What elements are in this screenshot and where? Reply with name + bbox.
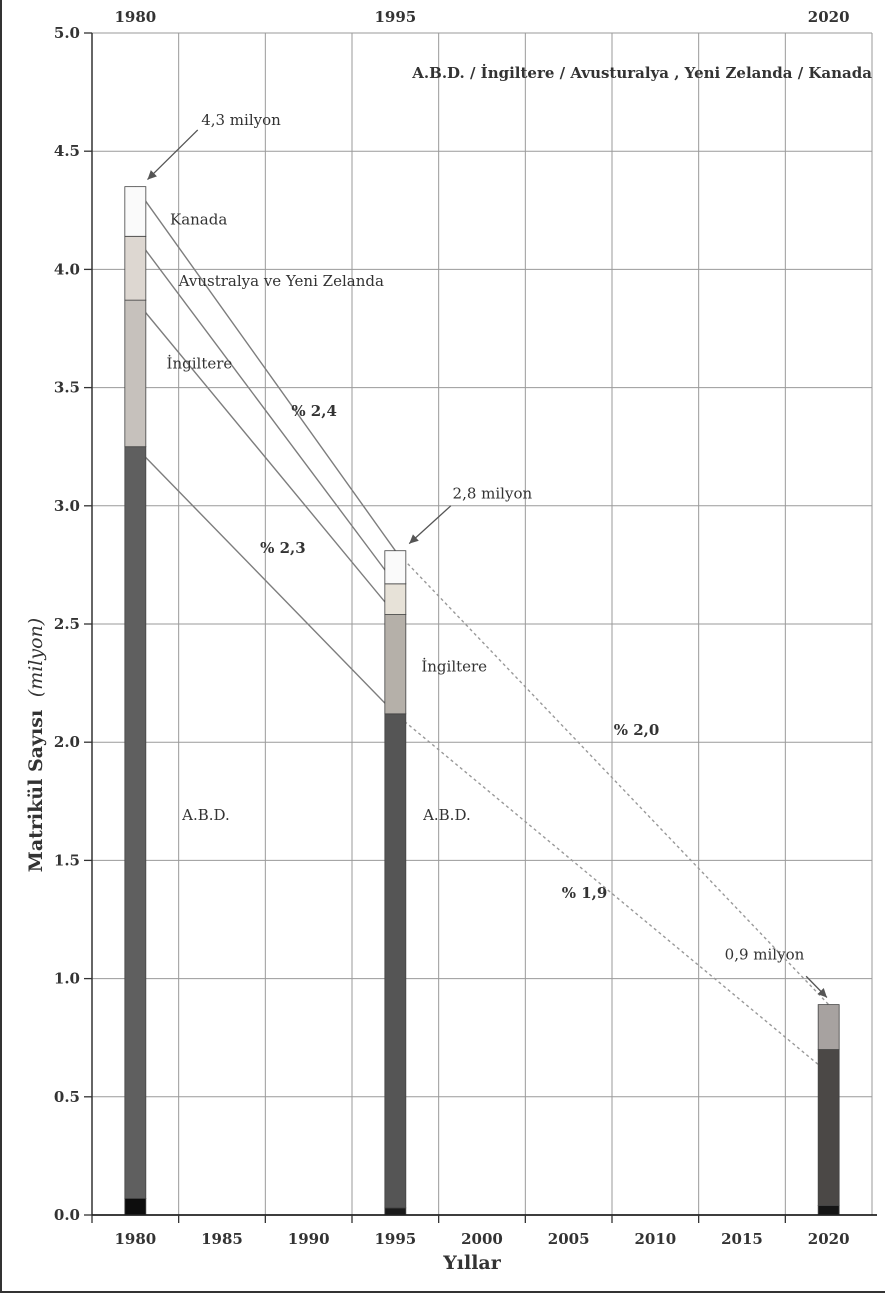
x-tick-label: 1985 (201, 1230, 243, 1248)
y-axis-title-unit: (milyon) (25, 618, 47, 697)
y-tick-label: 5.0 (54, 24, 80, 42)
arrow-shaft (147, 129, 199, 181)
x-tick-label: 2005 (548, 1230, 590, 1248)
y-tick-label: 0.5 (54, 1088, 80, 1106)
annotation-label: Avustralya ve Yeni Zelanda (178, 272, 384, 290)
bar-segment (124, 186, 147, 237)
top-tick-label: 2020 (808, 8, 850, 26)
x-tick-label: 2020 (808, 1230, 850, 1248)
bar-segment (124, 235, 147, 301)
annotation-label: Kanada (170, 210, 227, 228)
y-tick-label: 2.0 (54, 733, 80, 751)
y-tick-label: 3.0 (54, 497, 80, 515)
bar-segment (384, 550, 407, 585)
bar-segment (817, 1004, 840, 1050)
x-tick-label: 1995 (374, 1230, 416, 1248)
arrow-shaft (408, 505, 452, 545)
bar-segment (384, 1207, 407, 1216)
x-axis-title: Yıllar (442, 1252, 502, 1274)
y-axis-title: Matrikül Sayısı (milyon) (25, 618, 47, 872)
top-tick-label: 1980 (114, 8, 156, 26)
chart-title: A.B.D. / İngiltere / Avusturalya , Yeni … (411, 63, 872, 82)
bar-segment (124, 1198, 147, 1216)
y-tick-label: 1.5 (54, 851, 80, 869)
bar-segment (384, 614, 407, 715)
arrow-head (409, 534, 419, 544)
trend-line (134, 299, 396, 615)
x-tick-label: 2000 (461, 1230, 503, 1248)
annotation-label: A.B.D. (422, 806, 471, 824)
y-tick-label: 4.5 (54, 142, 80, 160)
annotation-label: 0,9 milyon (725, 946, 805, 964)
bar-segment (384, 583, 407, 615)
annotation-label: % 2,0 (614, 721, 660, 739)
top-tick-label: 1995 (374, 8, 416, 26)
trend-line (394, 713, 830, 1074)
annotation-label: % 1,9 (562, 884, 608, 902)
annotation-label: İngiltere (421, 657, 487, 675)
y-tick-label: 3.5 (54, 379, 80, 397)
y-tick-label: 4.0 (54, 260, 80, 278)
bar-segment (384, 713, 407, 1209)
x-tick-label: 1980 (114, 1230, 156, 1248)
y-tick-label: 0.0 (54, 1206, 80, 1224)
annotation-label: 4,3 milyon (201, 111, 281, 129)
x-tick-label: 1990 (288, 1230, 330, 1248)
bar-segment (817, 1049, 840, 1206)
annotation-label: İngiltere (167, 355, 233, 373)
annotation-label: A.B.D. (181, 806, 230, 824)
bar-segment (124, 299, 147, 448)
trend-line (134, 446, 396, 715)
trend-line (134, 186, 396, 552)
bar-segment (124, 446, 147, 1199)
y-tick-label: 2.5 (54, 615, 80, 633)
y-tick-label: 1.0 (54, 970, 80, 988)
annotation-label: % 2,4 (291, 402, 337, 420)
annotation-label: % 2,3 (260, 539, 306, 557)
trend-line (394, 550, 830, 1006)
x-tick-label: 2010 (634, 1230, 676, 1248)
trend-line (134, 235, 396, 585)
bar-segment (817, 1205, 840, 1216)
arrow-head (147, 170, 157, 180)
x-tick-label: 2015 (721, 1230, 763, 1248)
y-axis-title-main: Matrikül Sayısı (25, 710, 47, 872)
annotation-label: 2,8 milyon (453, 485, 533, 503)
arrow-head (817, 988, 827, 998)
